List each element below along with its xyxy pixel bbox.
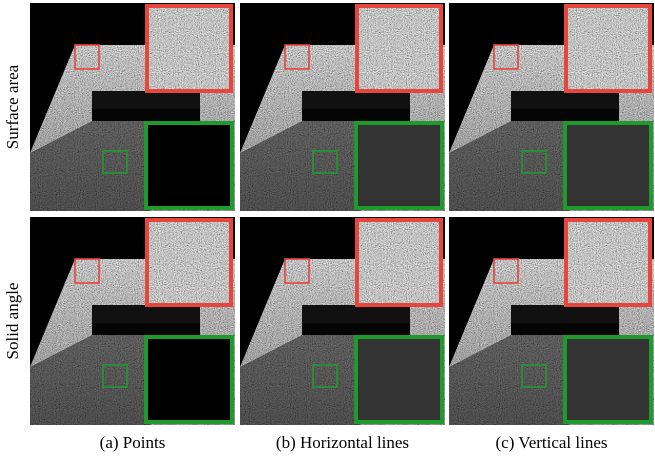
panel-content [30,3,235,251]
render-panel [449,217,654,461]
inset-green [356,337,442,422]
render-panel [240,217,445,461]
inset-green [146,123,232,208]
box-side [302,109,410,121]
panel-content [449,3,654,251]
panel-content [449,217,654,461]
panel-content [240,3,445,251]
inset-green [146,337,232,422]
box-side [92,109,200,121]
box-side [511,109,619,121]
panel-content [30,217,235,461]
render-panel [240,3,445,251]
inset-green [565,123,651,208]
row-label: Surface area [3,64,22,149]
inset-green [565,337,651,422]
inset-red [357,6,441,91]
inset-red [566,220,650,305]
inset-red [147,220,231,305]
caption: (a) Points [100,433,166,452]
row-label: Solid angle [3,283,22,360]
page: Surface area Solid angle (a) Points (b) Hor… [0,0,655,461]
box-side [92,323,200,335]
inset-red [566,6,650,91]
figure: Surface area Solid angle (a) Points (b) Hor… [0,0,655,461]
inset-red [357,220,441,305]
render-panel [449,3,654,251]
caption: (b) Horizontal lines [276,433,409,452]
box-side [302,323,410,335]
caption: (c) Vertical lines [495,433,607,452]
panel-content [240,217,445,461]
inset-green [356,123,442,208]
inset-red [147,6,231,91]
render-panel [30,217,235,461]
render-panel [30,3,235,251]
box-side [511,323,619,335]
